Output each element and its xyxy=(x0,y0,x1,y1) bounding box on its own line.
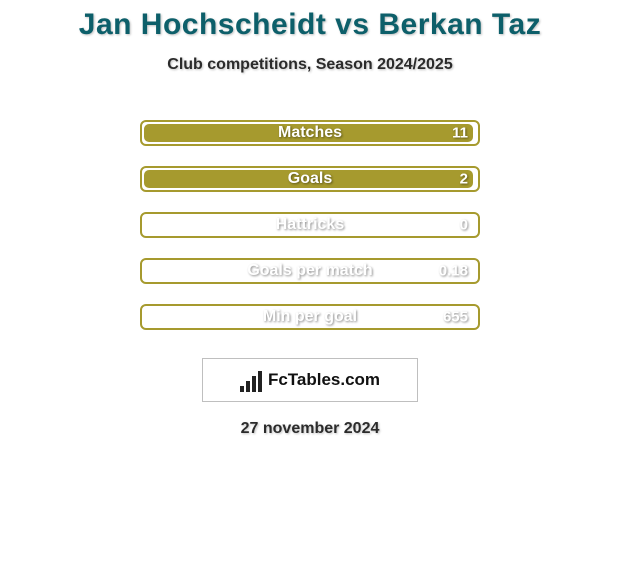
date-line: 27 november 2024 xyxy=(0,420,620,438)
stat-label: Matches xyxy=(278,124,342,142)
stat-bar: Min per goal 655 xyxy=(140,304,480,330)
stat-bar: Goals 2 xyxy=(140,166,480,192)
stat-row: Goals 2 xyxy=(0,156,620,202)
stat-row: Goals per match 0.18 xyxy=(0,248,620,294)
stat-value: 0.18 xyxy=(439,263,468,280)
stat-bar: Goals per match 0.18 xyxy=(140,258,480,284)
stat-row: Hattricks 0 xyxy=(0,202,620,248)
stat-label: Goals xyxy=(288,170,332,188)
page-title: Jan Hochscheidt vs Berkan Taz xyxy=(0,8,620,42)
stat-value: 11 xyxy=(452,125,468,142)
subtitle: Club competitions, Season 2024/2025 xyxy=(0,56,620,74)
stat-value: 0 xyxy=(460,217,468,234)
stat-label: Goals per match xyxy=(247,262,372,280)
stat-label: Min per goal xyxy=(263,308,357,326)
comparison-widget: Jan Hochscheidt vs Berkan Taz Club compe… xyxy=(0,0,620,580)
stat-label: Hattricks xyxy=(276,216,344,234)
brand-box: FcTables.com xyxy=(202,358,418,402)
stat-row: Matches 11 xyxy=(0,110,620,156)
stat-value: 2 xyxy=(460,171,468,188)
chart-icon xyxy=(240,368,264,392)
stat-rows: Matches 11 Goals 2 Hattricks 0 Goals per… xyxy=(0,110,620,340)
stat-bar: Matches 11 xyxy=(140,120,480,146)
stat-row: Min per goal 655 xyxy=(0,294,620,340)
stat-bar: Hattricks 0 xyxy=(140,212,480,238)
stat-value: 655 xyxy=(443,309,468,326)
brand-text: FcTables.com xyxy=(268,370,380,390)
